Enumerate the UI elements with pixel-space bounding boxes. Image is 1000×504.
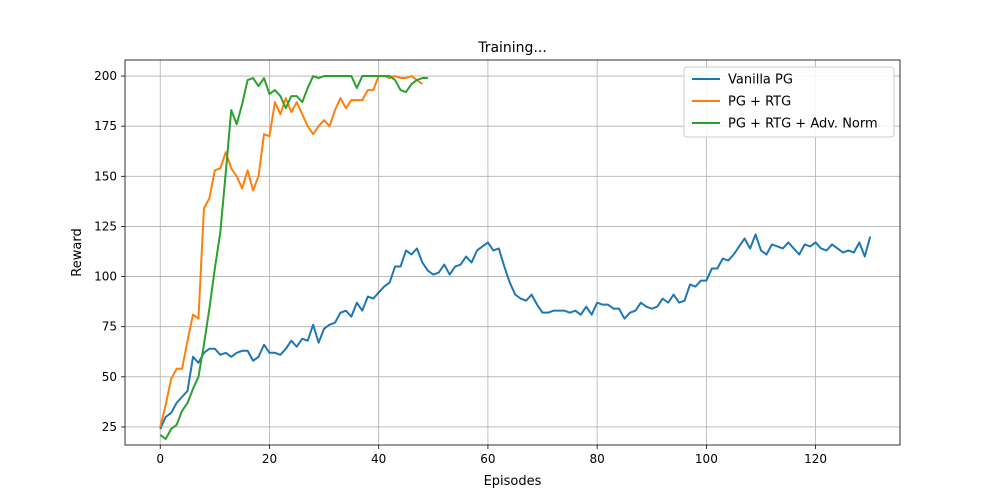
legend-entry-label: PG + RTG (728, 95, 791, 110)
x-tick-label: 80 (590, 452, 605, 466)
x-axis-label: Episodes (484, 474, 542, 489)
series-line-3 (159, 75, 428, 440)
y-tick-label: 150 (94, 169, 117, 183)
y-tick-label: 75 (102, 320, 117, 334)
grid-layer (125, 60, 900, 445)
plot-frame (124, 59, 901, 446)
legend-entry-label: PG + RTG + Adv. Norm (728, 117, 878, 132)
y-tick-label: 50 (102, 370, 117, 384)
y-tick-label: 125 (94, 219, 117, 233)
series-line-1 (159, 233, 872, 430)
series-layer (159, 75, 872, 440)
x-tick-label: 0 (156, 452, 164, 466)
legend-entry-label: Vanilla PG (728, 73, 793, 88)
legend-box (683, 66, 895, 138)
x-tick-label: 20 (262, 452, 277, 466)
x-tick-label: 120 (804, 452, 827, 466)
y-axis-label: Reward (70, 228, 85, 276)
y-tick-label: 175 (94, 119, 117, 133)
legend: Vanilla PG PG + RTG PG + RTG + Adv. Norm (683, 66, 895, 138)
y-tick-label: 100 (94, 270, 117, 284)
y-tick-label: 25 (102, 420, 117, 434)
y-tick-label: 200 (94, 69, 117, 83)
chart-title: Training... (477, 40, 547, 56)
x-tick-label: 40 (371, 452, 386, 466)
x-tick-label: 100 (695, 452, 718, 466)
ticks-layer: 0 20 40 60 80 100 120 25 50 75 100 125 150 175 200 (94, 69, 827, 466)
x-tick-label: 60 (480, 452, 495, 466)
